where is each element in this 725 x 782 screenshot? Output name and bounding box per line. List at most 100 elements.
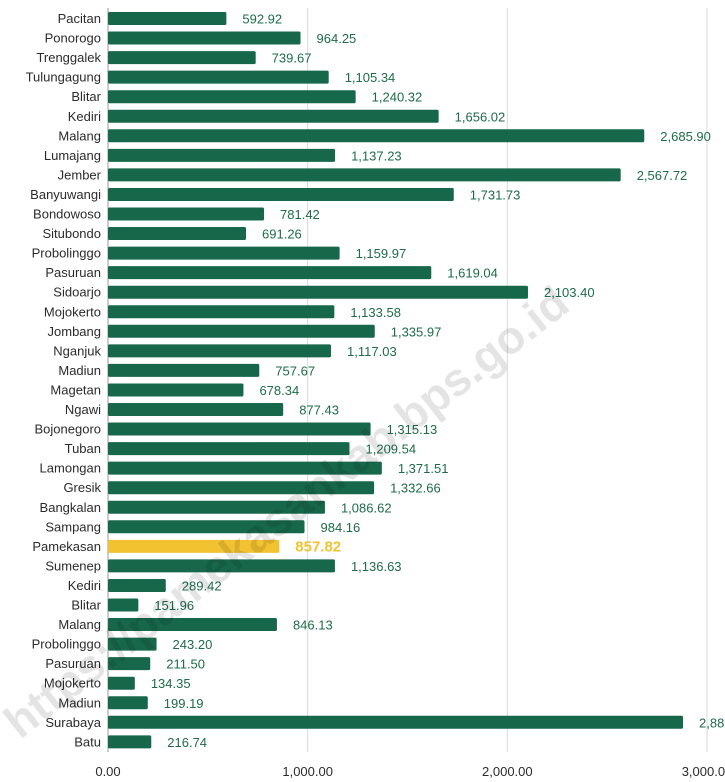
category-label: Lumajang [44,148,101,163]
bar [108,285,528,299]
value-label: 846.13 [293,618,333,633]
bar [108,187,454,201]
value-label: 1,117.03 [347,344,397,359]
category-label: Kediri [68,109,101,124]
category-label: Madiun [58,695,101,710]
category-label: Sumenep [45,558,101,573]
value-label: 1,086.62 [341,500,392,515]
category-label: Malang [58,128,101,143]
x-tick-label: 2,000.00 [482,764,533,779]
value-label: 1,332.66 [390,481,441,496]
value-label: 1,371.51 [398,461,449,476]
value-label: 592.92 [242,12,282,27]
value-label: 2,103.40 [544,285,595,300]
value-label: 1,159.97 [356,246,407,261]
bar [108,403,284,416]
bar [108,422,371,436]
bar [108,618,277,632]
bar [108,481,375,495]
value-label: 289.42 [182,578,222,593]
value-label: 1,137.23 [351,148,402,163]
bar [108,246,340,260]
bar [108,305,335,319]
category-label: Probolinggo [32,637,101,652]
bar [108,637,157,651]
value-label: 1,315.13 [387,422,438,437]
bar [108,31,301,45]
value-label: 1,240.32 [372,90,423,105]
category-label: Tuban [65,441,101,456]
bars [108,12,684,749]
category-label: Pacitan [58,11,101,26]
x-tick-label: 0.00 [95,764,120,779]
category-label: Surabaya [45,715,101,730]
bar [108,383,244,397]
bar [108,12,227,25]
bar [108,676,135,690]
value-label: 1,619.04 [447,266,498,281]
value-label: 151.96 [154,598,194,613]
bar [108,500,325,514]
category-label: Bangkalan [40,500,101,515]
value-label: 691.26 [262,227,302,242]
bar [108,227,247,241]
value-label: 757.67 [275,363,315,378]
category-label: Pasuruan [45,265,101,280]
category-label: Gresik [63,480,101,495]
category-label: Trenggalek [36,50,101,65]
value-label: 1,136.63 [351,559,402,574]
category-label: Pasuruan [45,656,101,671]
value-label: 739.67 [272,51,312,66]
category-label: Malang [58,617,101,632]
value-label: 1,105.34 [345,70,396,85]
bar [108,90,356,104]
value-label: 678.34 [259,383,299,398]
bar [108,109,439,123]
category-label: Sidoarjo [53,285,101,300]
value-label: 1,133.58 [350,305,401,320]
category-label: Madiun [58,363,101,378]
bar [108,598,139,612]
category-label: Mojokerto [44,304,101,319]
category-label: Mojokerto [44,676,101,691]
bar [108,51,256,65]
value-label: 857.82 [295,538,341,555]
value-label: 243.20 [173,637,213,652]
bar [108,129,645,143]
bar [108,578,166,592]
category-label: Banyuwangi [30,187,101,202]
category-label: Nganjuk [53,343,101,358]
bar [108,363,260,377]
value-label: 199.19 [164,696,204,711]
value-label: 2,88 [699,715,724,730]
bar [108,148,336,162]
category-labels: Pacitan Ponorogo Trenggalek Tulungagung Blit… [26,11,102,749]
bar [108,657,151,671]
bar [108,70,329,84]
category-label: Kediri [68,578,101,593]
value-label: 1,209.54 [366,442,417,457]
value-label: 134.35 [151,676,191,691]
category-label: Lamongan [40,461,101,476]
bar [108,539,280,553]
value-label: 877.43 [299,403,339,418]
category-label: Tulungagung [26,70,101,85]
category-label: Blitar [71,89,101,104]
bar [108,461,382,475]
bar [108,715,684,729]
x-tick-label: 3,000.00 [682,764,725,779]
bar [108,696,148,710]
category-label: Pamekasan [32,539,101,554]
bar [108,520,305,534]
value-label: 2,567.72 [637,168,688,183]
category-label: Ngawi [65,402,101,417]
bar [108,266,432,280]
bar [108,559,335,573]
value-label: 1,656.02 [455,109,506,124]
bar [108,324,375,338]
value-labels: 592.92 964.25 739.67 1,105.34 1,240.32 1,656.… [151,12,725,750]
category-label: Batu [74,734,101,749]
category-label: Bojonegoro [35,422,102,437]
bar [108,442,350,456]
